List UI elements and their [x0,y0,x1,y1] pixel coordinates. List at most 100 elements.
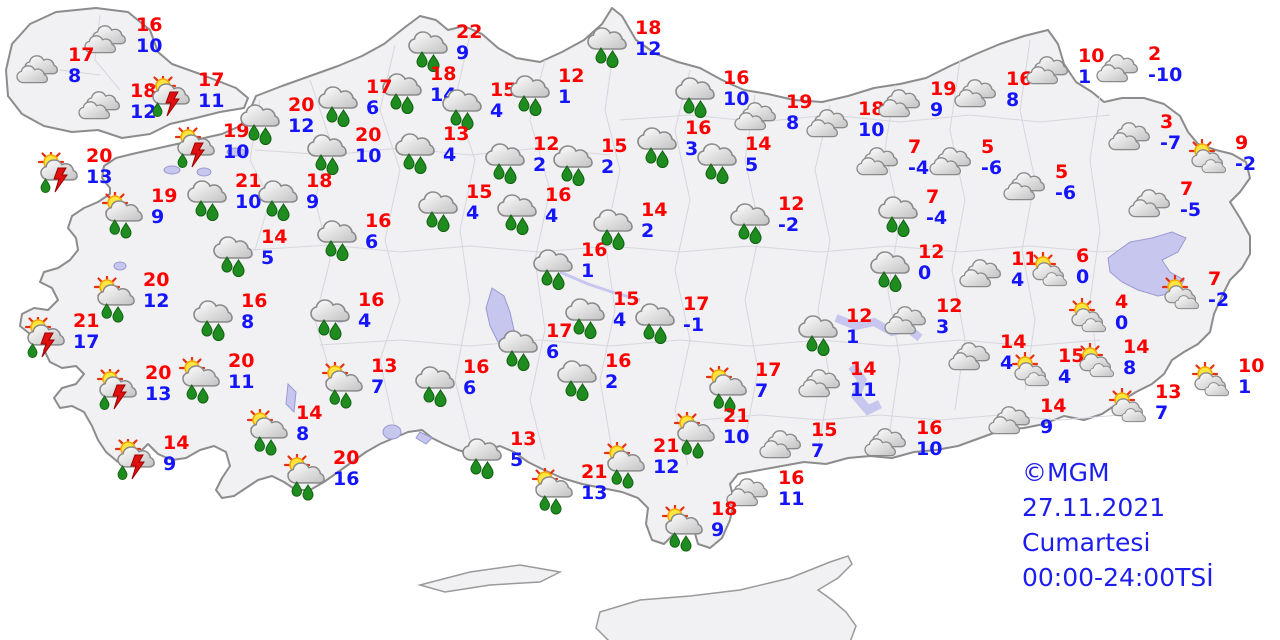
weather-station: 19 10 [170,121,249,175]
partly-sunny-icon [1076,343,1115,378]
low-temp: 12 [143,290,170,312]
map-caption: ©MGM 27.11.2021 Cumartesi 00:00-24:00TSİ [1022,455,1214,595]
rain-icon [240,104,280,146]
partly-sunny-icon [1161,275,1200,310]
weather-station: 2 -10 [1095,44,1182,98]
low-temp: 4 [1058,366,1072,388]
weather-station: 20 11 [175,351,254,405]
low-temp: 9 [930,99,944,121]
temperature-pair: 3 -7 [1160,112,1181,154]
thrace-outline [5,7,249,139]
weather-station: 17 11 [145,70,224,124]
high-temp: 18 [858,98,885,120]
high-temp: 13 [371,355,398,377]
low-temp: 2 [533,154,547,176]
weather-station: 19 9 [877,79,956,133]
weather-station: 21 10 [182,171,261,225]
copyright-label: ©MGM [1022,458,1110,487]
weather-station: 18 9 [253,171,332,225]
rain-icon [382,73,422,115]
temperature-pair: 13 7 [371,356,397,398]
high-temp: 2 [1148,43,1162,65]
low-temp: 11 [850,379,877,401]
high-temp: 21 [235,170,262,192]
low-temp: 12 [653,456,680,478]
temperature-pair: 7 -4 [926,187,947,229]
high-temp: 13 [510,428,537,450]
rain-icon [553,145,593,187]
high-temp: 15 [613,288,640,310]
rain-icon [307,134,347,176]
low-temp: 10 [355,145,382,167]
low-temp: 17 [73,331,100,353]
high-temp: 16 [685,117,712,139]
high-temp: 10 [1078,45,1105,67]
high-temp: 15 [466,181,493,203]
high-temp: 13 [443,123,470,145]
weather-station: 15 4 [1005,346,1084,400]
rain-icon [587,27,627,69]
weather-station: 16 4 [492,185,571,239]
high-temp: 16 [136,14,163,36]
high-temp: 16 [358,289,385,311]
cloudy-icon [948,342,990,371]
temperature-pair: 14 5 [261,227,287,269]
low-temp: 4 [490,100,504,122]
high-temp: 20 [145,362,172,384]
low-temp: 9 [456,42,470,64]
high-temp: 18 [306,170,333,192]
low-temp: 8 [296,423,310,445]
cloudy-icon [1026,56,1068,85]
weather-station: 19 8 [733,92,812,146]
weather-station: 5 -6 [1002,162,1076,216]
weather-station: 16 10 [863,418,942,472]
cloudy-icon [1096,54,1138,83]
low-temp: -4 [908,157,930,179]
rain-icon [318,86,358,128]
weather-station: 12 0 [865,242,944,296]
temperature-pair: 16 4 [358,290,384,332]
weather-station: 18 10 [805,99,884,153]
high-temp: 18 [130,80,157,102]
rain-icon [258,180,298,222]
low-temp: 11 [228,371,255,393]
temperature-pair: 20 13 [86,146,112,188]
weather-station: 22 9 [403,22,482,76]
temperature-pair: 2 -10 [1148,44,1182,86]
cloudy-icon [864,428,906,457]
high-temp: 17 [198,69,225,91]
low-temp: 9 [306,191,320,213]
temperature-pair: 18 12 [635,18,661,60]
rain-icon [310,299,350,341]
high-temp: 16 [581,239,608,261]
weather-station: 15 4 [437,80,516,134]
low-temp: 8 [786,112,800,134]
low-temp: 4 [613,309,627,331]
weather-station: 13 4 [390,124,469,178]
cloudy-icon [78,91,120,120]
temperature-pair: 12 1 [558,66,584,108]
high-temp: 19 [223,120,250,142]
high-temp: 16 [545,184,572,206]
temperature-pair: 10 1 [1238,356,1264,398]
weather-station: 16 10 [83,15,162,69]
high-temp: 17 [68,44,95,66]
high-temp: 12 [778,193,805,215]
temperature-pair: 15 7 [811,420,837,462]
weather-station: 16 4 [305,290,384,344]
weather-station: 17 6 [313,77,392,131]
weather-station: 7 -4 [873,187,947,241]
high-temp: 22 [456,21,483,43]
low-temp: 1 [1238,376,1252,398]
temperature-pair: 17 7 [755,360,781,402]
high-temp: 7 [908,136,922,158]
low-temp: 3 [936,316,950,338]
weather-station: 17 7 [702,360,781,414]
temperature-pair: 16 8 [241,291,267,333]
weather-station: 7 -4 [855,137,929,191]
sun-thunderstorm-icon [114,439,155,480]
rain-icon [697,143,737,185]
weather-station: 15 4 [413,182,492,236]
high-temp: 15 [601,135,628,157]
